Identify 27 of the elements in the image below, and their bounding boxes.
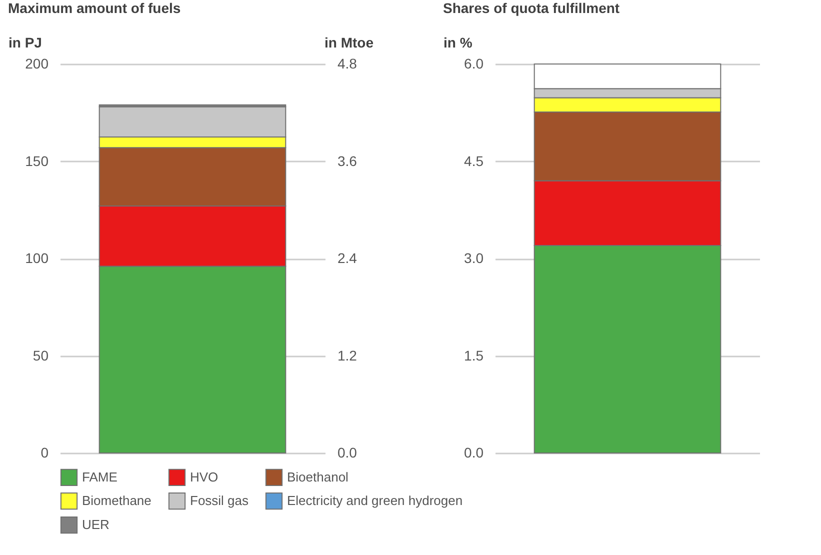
legend-label: Fossil gas: [190, 493, 250, 508]
legend-label: Biomethane: [82, 493, 152, 508]
y2-tick-label: 0.0: [338, 444, 358, 460]
y-tick-label: 150: [25, 152, 49, 169]
y-tick-label: 50: [32, 347, 49, 364]
y-tick-label: 6.0: [464, 56, 484, 72]
y2-tick-label: 1.2: [338, 347, 358, 364]
y-tick-label: 200: [25, 56, 49, 72]
y-tick-label: 4.5: [464, 152, 484, 169]
y2-axis-title: in Mtoe: [324, 34, 374, 50]
chart-title: Shares of quota fulfillment: [443, 0, 620, 16]
y-tick-label: 100: [25, 250, 49, 266]
y2-tick-label: 3.6: [338, 152, 358, 169]
y-axis-title: in PJ: [8, 34, 42, 50]
y-tick-label: 3.0: [464, 250, 484, 266]
legend-label: FAME: [82, 469, 118, 484]
y-tick-label: 0.0: [464, 444, 484, 460]
legend-label: UER: [82, 517, 110, 532]
y2-tick-label: 2.4: [338, 250, 358, 266]
legend-label: Bioethanol: [287, 469, 349, 484]
chart-title: Maximum amount of fuels: [8, 0, 181, 16]
y-tick-label: 1.5: [464, 347, 484, 364]
legend-label: Electricity and green hydrogen: [287, 493, 463, 508]
y2-tick-label: 4.8: [338, 56, 358, 72]
y-tick-label: 0: [40, 444, 49, 460]
legend-label: HVO: [190, 469, 218, 484]
y-axis-title: in %: [444, 34, 473, 50]
